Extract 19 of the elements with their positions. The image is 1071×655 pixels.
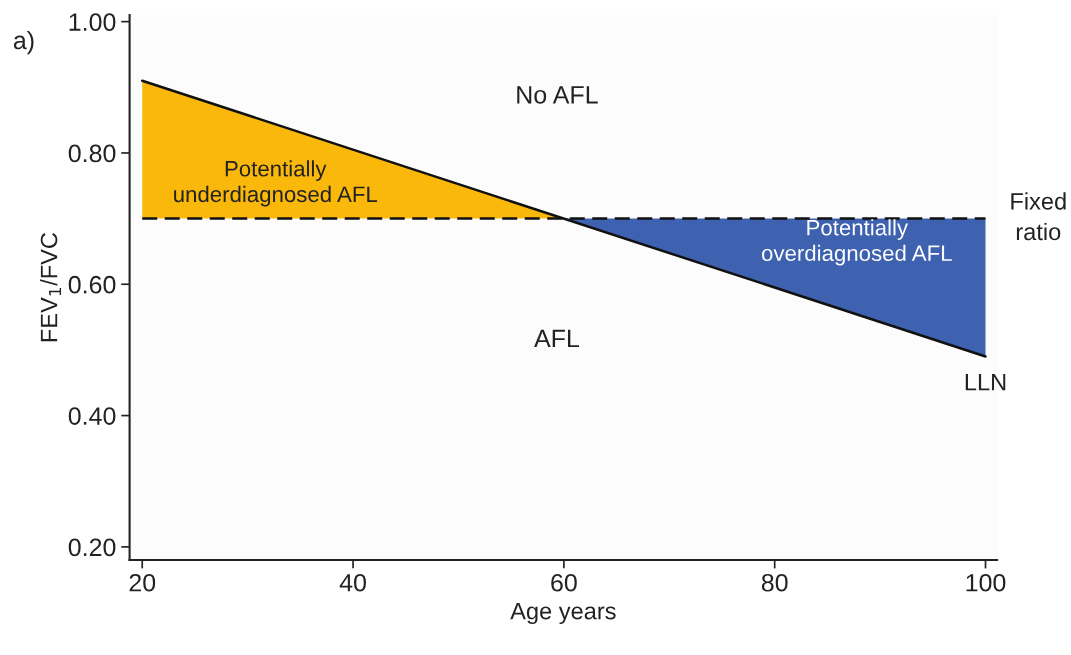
- series-label: LLN: [965, 374, 1006, 391]
- x-tick-label: 20: [129, 573, 156, 592]
- annotation: AFL: [534, 329, 580, 348]
- x-tick-label: 60: [551, 573, 577, 592]
- x-tick-label: 100: [966, 573, 1006, 592]
- y-tick-label: 0.60: [68, 275, 116, 294]
- text: a): [13, 30, 34, 55]
- annotation: Potentially overdiagnosed AFL: [761, 219, 952, 266]
- y-tick-label: 0.20: [68, 538, 116, 557]
- annotation: Potentially underdiagnosed AFL: [174, 160, 378, 207]
- y-axis-title: FEV$_{1}$/FVC: [40, 232, 62, 342]
- y-tick-label: 0.80: [68, 144, 116, 163]
- y-tick-label: 1.00: [69, 13, 116, 31]
- x-tick-label: 40: [339, 573, 366, 592]
- x-tick-label: 80: [761, 573, 788, 592]
- ref-line-label: Fixed ratio: [1011, 192, 1066, 241]
- annotation: No AFL: [517, 86, 598, 104]
- x-axis-title: Age years: [510, 602, 616, 625]
- y-tick-label: 0.40: [68, 407, 116, 425]
